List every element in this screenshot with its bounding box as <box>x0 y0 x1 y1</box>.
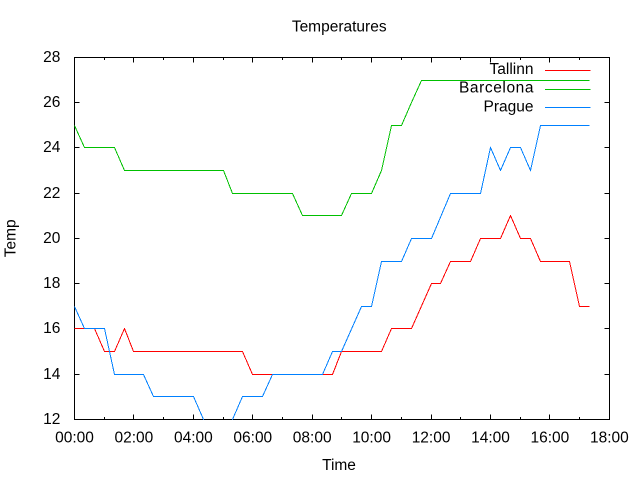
svg-text:Prague: Prague <box>484 98 534 115</box>
svg-text:12:00: 12:00 <box>412 430 451 447</box>
svg-text:06:00: 06:00 <box>233 430 272 447</box>
svg-text:24: 24 <box>43 139 61 156</box>
svg-text:Temperatures: Temperatures <box>292 19 387 36</box>
svg-text:Tallinn: Tallinn <box>490 61 534 78</box>
svg-text:20: 20 <box>43 230 61 247</box>
svg-text:16: 16 <box>43 320 60 337</box>
svg-text:12: 12 <box>43 411 60 428</box>
svg-text:22: 22 <box>43 185 60 202</box>
svg-text:14: 14 <box>43 366 61 383</box>
svg-text:18: 18 <box>43 275 60 292</box>
svg-text:26: 26 <box>43 94 60 111</box>
svg-text:Barcelona: Barcelona <box>459 80 534 97</box>
svg-text:28: 28 <box>43 49 60 66</box>
svg-text:Temp: Temp <box>3 219 20 257</box>
svg-text:18:00: 18:00 <box>590 430 629 447</box>
svg-text:Time: Time <box>322 457 356 474</box>
svg-text:08:00: 08:00 <box>293 430 332 447</box>
svg-text:02:00: 02:00 <box>115 430 154 447</box>
svg-text:10:00: 10:00 <box>352 430 391 447</box>
svg-text:16:00: 16:00 <box>531 430 570 447</box>
svg-text:04:00: 04:00 <box>174 430 213 447</box>
svg-text:00:00: 00:00 <box>55 430 94 447</box>
svg-text:14:00: 14:00 <box>471 430 510 447</box>
